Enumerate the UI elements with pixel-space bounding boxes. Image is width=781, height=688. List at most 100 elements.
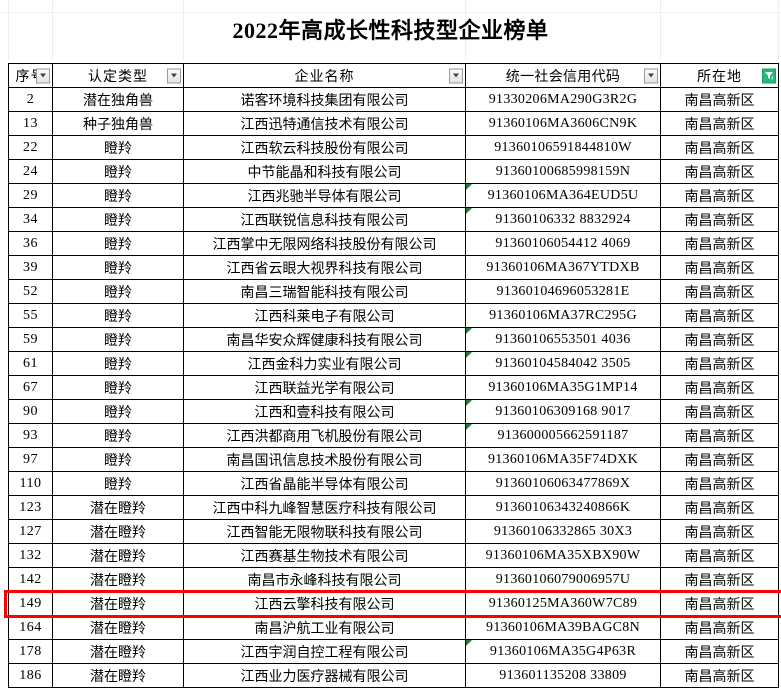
cell-location[interactable]: 南昌高新区 (661, 592, 779, 616)
cell-seq[interactable]: 36 (9, 232, 53, 256)
cell-code[interactable]: 91360106MA35XBX90W (466, 544, 661, 568)
cell-code[interactable]: 91360106MA35G4P63R (466, 640, 661, 664)
cell-type[interactable]: 瞪羚 (53, 352, 184, 376)
cell-seq[interactable]: 52 (9, 280, 53, 304)
cell-name[interactable]: 江西金科力实业有限公司 (184, 352, 466, 376)
cell-seq[interactable]: 90 (9, 400, 53, 424)
cell-location[interactable]: 南昌高新区 (661, 352, 779, 376)
cell-code[interactable]: 91360106MA364EUD5U (466, 184, 661, 208)
cell-location[interactable]: 南昌高新区 (661, 280, 779, 304)
cell-code[interactable]: 91360106343240866K (466, 496, 661, 520)
cell-code[interactable]: 91360106332 8832924 (466, 208, 661, 232)
cell-seq[interactable]: 123 (9, 496, 53, 520)
cell-seq[interactable]: 142 (9, 568, 53, 592)
cell-name[interactable]: 南昌国讯信息技术股份有限公司 (184, 448, 466, 472)
cell-name[interactable]: 江西和壹科技有限公司 (184, 400, 466, 424)
cell-seq[interactable]: 149 (9, 592, 53, 616)
cell-location[interactable]: 南昌高新区 (661, 520, 779, 544)
cell-name[interactable]: 江西兆驰半导体有限公司 (184, 184, 466, 208)
cell-location[interactable]: 南昌高新区 (661, 304, 779, 328)
cell-name[interactable]: 江西中科九峰智慧医疗科技有限公司 (184, 496, 466, 520)
cell-location[interactable]: 南昌高新区 (661, 400, 779, 424)
cell-name[interactable]: 江西赛基生物技术有限公司 (184, 544, 466, 568)
cell-name[interactable]: 中节能晶和科技有限公司 (184, 160, 466, 184)
cell-name[interactable]: 江西科莱电子有限公司 (184, 304, 466, 328)
cell-location[interactable]: 南昌高新区 (661, 376, 779, 400)
cell-name[interactable]: 江西洪都商用飞机股份有限公司 (184, 424, 466, 448)
cell-location[interactable]: 南昌高新区 (661, 544, 779, 568)
cell-seq[interactable]: 164 (9, 616, 53, 640)
cell-name[interactable]: 江西联益光学有限公司 (184, 376, 466, 400)
cell-name[interactable]: 南昌市永峰科技有限公司 (184, 568, 466, 592)
cell-name[interactable]: 江西宇润自控工程有限公司 (184, 640, 466, 664)
cell-location[interactable]: 南昌高新区 (661, 256, 779, 280)
filter-dropdown-type[interactable] (167, 68, 181, 83)
cell-location[interactable]: 南昌高新区 (661, 640, 779, 664)
cell-code[interactable]: 91360106054412 4069 (466, 232, 661, 256)
cell-seq[interactable]: 93 (9, 424, 53, 448)
cell-seq[interactable]: 61 (9, 352, 53, 376)
cell-type[interactable]: 瞪羚 (53, 160, 184, 184)
cell-name[interactable]: 诺客环境科技集团有限公司 (184, 88, 466, 112)
cell-seq[interactable]: 127 (9, 520, 53, 544)
cell-seq[interactable]: 178 (9, 640, 53, 664)
cell-name[interactable]: 江西省晶能半导体有限公司 (184, 472, 466, 496)
cell-code[interactable]: 913600005662591187 (466, 424, 661, 448)
cell-type[interactable]: 瞪羚 (53, 328, 184, 352)
cell-type[interactable]: 种子独角兽 (53, 112, 184, 136)
cell-seq[interactable]: 67 (9, 376, 53, 400)
cell-type[interactable]: 瞪羚 (53, 232, 184, 256)
cell-type[interactable]: 瞪羚 (53, 472, 184, 496)
cell-seq[interactable]: 29 (9, 184, 53, 208)
cell-seq[interactable]: 55 (9, 304, 53, 328)
cell-location[interactable]: 南昌高新区 (661, 472, 779, 496)
cell-code[interactable]: 91360106MA39BAGC8N (466, 616, 661, 640)
cell-location[interactable]: 南昌高新区 (661, 160, 779, 184)
cell-name[interactable]: 南昌三瑞智能科技有限公司 (184, 280, 466, 304)
cell-seq[interactable]: 34 (9, 208, 53, 232)
cell-code[interactable]: 91360106MA37RC295G (466, 304, 661, 328)
cell-code[interactable]: 91360106MA35F74DXK (466, 448, 661, 472)
cell-type[interactable]: 瞪羚 (53, 208, 184, 232)
cell-seq[interactable]: 24 (9, 160, 53, 184)
cell-code[interactable]: 91360100685998159N (466, 160, 661, 184)
cell-location[interactable]: 南昌高新区 (661, 136, 779, 160)
cell-type[interactable]: 瞪羚 (53, 304, 184, 328)
cell-type[interactable]: 瞪羚 (53, 136, 184, 160)
cell-code[interactable]: 91360125MA360W7C89 (466, 592, 661, 616)
cell-code[interactable]: 91360106591844810W (466, 136, 661, 160)
cell-code[interactable]: 91360106MA3606CN9K (466, 112, 661, 136)
cell-seq[interactable]: 186 (9, 664, 53, 688)
cell-name[interactable]: 南昌华安众辉健康科技有限公司 (184, 328, 466, 352)
cell-location[interactable]: 南昌高新区 (661, 232, 779, 256)
cell-code[interactable]: 91360106MA367YTDXB (466, 256, 661, 280)
cell-name[interactable]: 江西软云科技股份有限公司 (184, 136, 466, 160)
cell-location[interactable]: 南昌高新区 (661, 184, 779, 208)
cell-seq[interactable]: 39 (9, 256, 53, 280)
cell-type[interactable]: 瞪羚 (53, 400, 184, 424)
cell-code[interactable]: 91360106332865 30X3 (466, 520, 661, 544)
filter-dropdown-seq[interactable] (36, 68, 50, 83)
cell-location[interactable]: 南昌高新区 (661, 496, 779, 520)
cell-type[interactable]: 潜在瞪羚 (53, 496, 184, 520)
cell-seq[interactable]: 132 (9, 544, 53, 568)
cell-code[interactable]: 91330206MA290G3R2G (466, 88, 661, 112)
cell-type[interactable]: 瞪羚 (53, 280, 184, 304)
filter-dropdown-code[interactable] (644, 68, 658, 83)
cell-seq[interactable]: 13 (9, 112, 53, 136)
cell-seq[interactable]: 2 (9, 88, 53, 112)
